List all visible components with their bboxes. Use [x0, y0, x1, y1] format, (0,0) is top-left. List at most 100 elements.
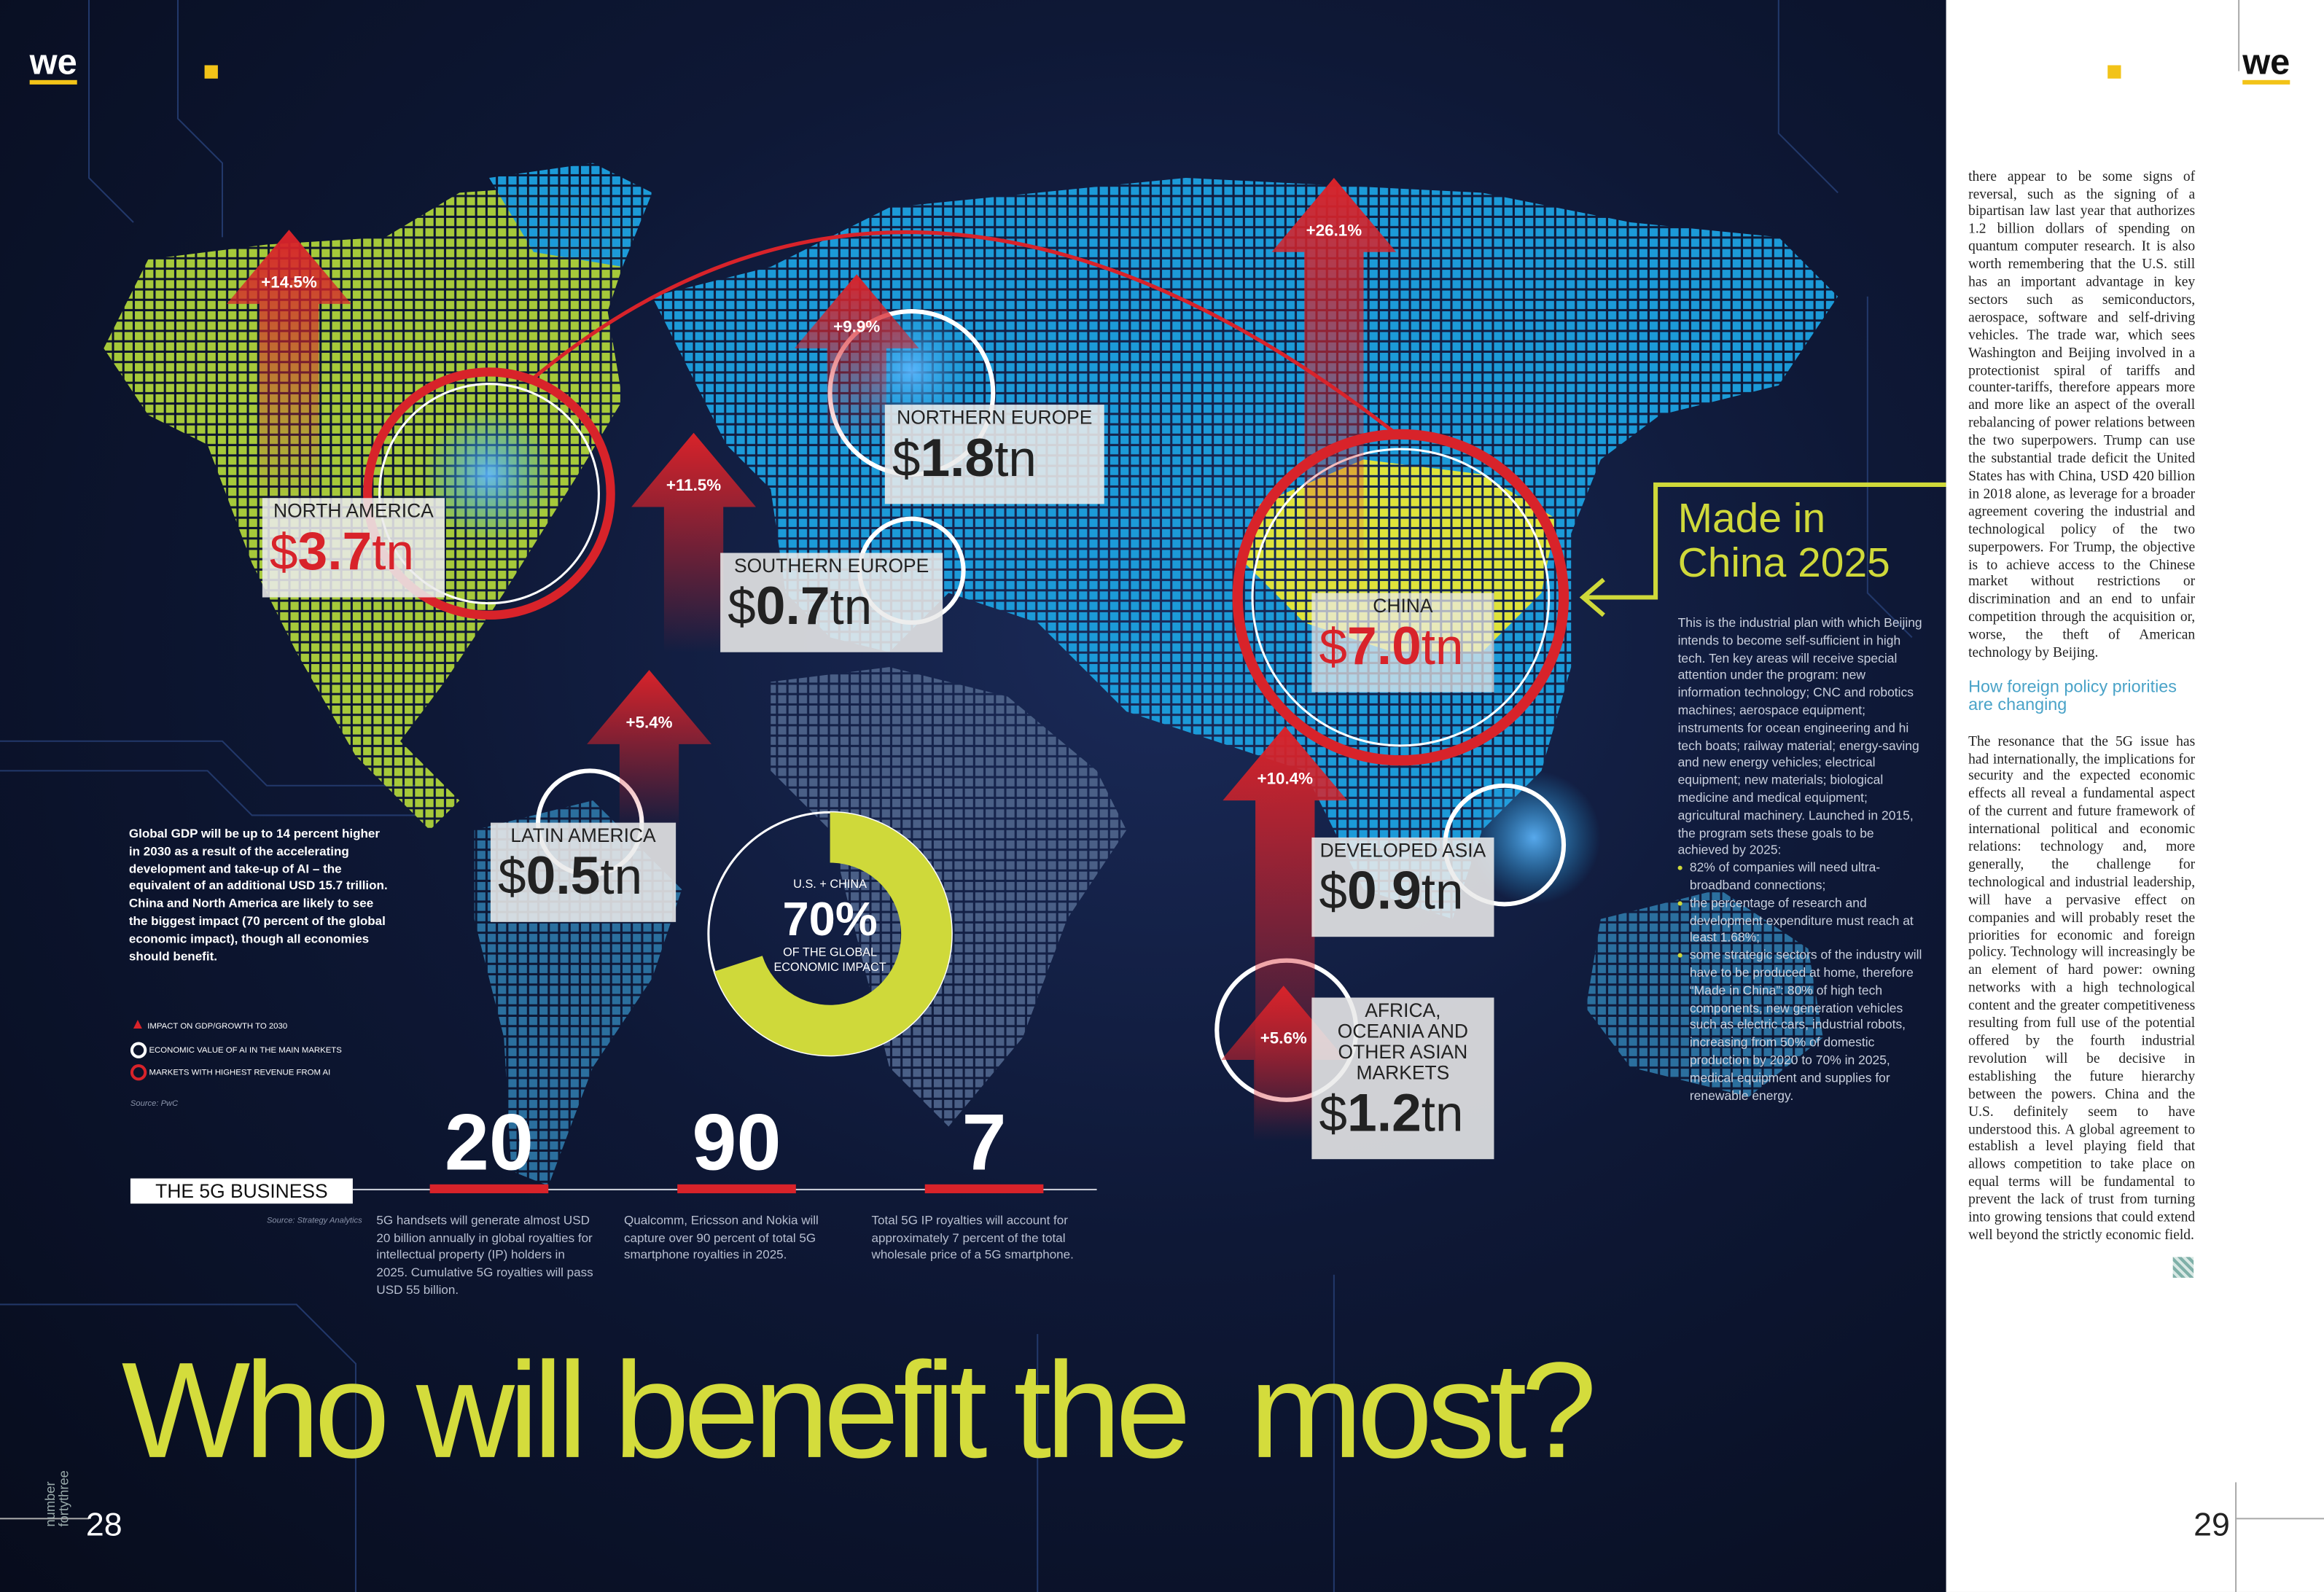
legend-item: ECONOMIC VALUE OF AI IN THE MAIN MARKETS — [130, 1042, 342, 1058]
donut-label: 70% — [782, 892, 878, 946]
growth-arrow — [631, 432, 756, 652]
region-name: NORTH AMERICA — [273, 499, 434, 522]
stat-number: 7 — [962, 1098, 1007, 1187]
stat-bar — [677, 1184, 796, 1193]
header-rule — [2238, 0, 2240, 71]
page-number: 29 — [2194, 1506, 2230, 1543]
region-label: DEVELOPED ASIA $0.9tn — [1311, 837, 1494, 937]
region-label: LATIN AMERICA $0.5tn — [490, 822, 676, 922]
fiveg-source: Source: Strategy Analytics — [266, 1217, 362, 1226]
greenland-dots — [488, 163, 652, 268]
region-value: $0.7tn — [728, 576, 935, 648]
legend-item: ▲ IMPACT ON GDP/GROWTH TO 2030 — [130, 1016, 288, 1034]
sidebar-bullets: 82% of companies will need ultra-broadba… — [1677, 860, 1927, 1105]
growth-arrow — [227, 230, 351, 504]
region-label: NORTHERN EUROPE $1.8tn — [884, 405, 1104, 504]
region-name: SOUTHERN EUROPE — [733, 554, 929, 577]
sidebar-title: Made in China 2025 — [1677, 495, 1890, 586]
growth-label: +11.5% — [666, 477, 722, 496]
growth-label: +9.9% — [833, 319, 881, 337]
source: Source: PwC — [130, 1099, 179, 1109]
sidebar-body: This is the industrial plan with which B… — [1677, 614, 1922, 858]
growth-label: +14.5% — [261, 274, 317, 292]
sidebar-bullet: the percentage of research and developme… — [1677, 895, 1927, 948]
legend-item: MARKETS WITH HIGHEST REVENUE FROM AI — [130, 1064, 331, 1081]
growth-label: +26.1% — [1306, 222, 1362, 241]
circuit-lines — [0, 0, 1913, 1592]
value-unit: tn — [830, 580, 873, 636]
growth-label: +5.4% — [625, 714, 673, 733]
value-unit: tn — [600, 849, 643, 906]
stat-number: 90 — [692, 1098, 781, 1187]
stat-text: Total 5G IP royalties will account for a… — [871, 1212, 1074, 1263]
stat-number: 20 — [444, 1098, 534, 1187]
headline: Who will benefit the most? — [121, 1335, 1597, 1487]
region-name: AFRICA, OCEANIA AND OTHER ASIAN MARKETS — [1337, 999, 1469, 1084]
region-value: $1.2tn — [1319, 1082, 1487, 1155]
footer-rule — [0, 1518, 89, 1520]
connector-arc — [532, 230, 1402, 439]
stat-text: Qualcomm, Ericsson and Nokia will captur… — [623, 1212, 819, 1263]
sidebar-pointer — [1586, 482, 1946, 600]
article-paragraph: there appear to be some signs of reversa… — [1968, 168, 2196, 662]
stat-bar — [924, 1184, 1044, 1193]
growth-arrow — [587, 670, 711, 830]
australia-dots — [1586, 889, 1823, 1097]
value-currency: $ — [1319, 864, 1348, 921]
region-value: $7.0tn — [1319, 614, 1487, 688]
logo: we — [2242, 45, 2290, 85]
sidebar-bullet: some strategic sectors of the industry w… — [1677, 947, 1927, 1105]
fiveg-title: THE 5G BUSINESS — [130, 1178, 353, 1204]
bullet-dot — [1677, 865, 1682, 870]
sidebar-pointer-head — [1579, 577, 1605, 617]
value-unit: tn — [1421, 1086, 1464, 1143]
sidebar-bullet: 82% of companies will need ultra-broadba… — [1677, 860, 1927, 895]
issue: number fortythree — [42, 1470, 71, 1527]
legend-label: MARKETS WITH HIGHEST REVENUE FROM AI — [149, 1069, 331, 1078]
intro-text: Global GDP will be up to 14 percent high… — [128, 825, 388, 963]
donut-bottom: OF THE GLOBAL ECONOMIC IMPACT — [773, 945, 886, 975]
value-unit: tn — [1421, 864, 1464, 921]
region-label: CHINA $7.0tn — [1311, 593, 1494, 692]
value-currency: $ — [892, 431, 921, 488]
end-mark — [2172, 1257, 2194, 1278]
bullet-dot — [1677, 900, 1682, 905]
logo-square — [2107, 65, 2121, 79]
page-number: 28 — [85, 1506, 122, 1543]
legend-label: IMPACT ON GDP/GROWTH TO 2030 — [147, 1023, 288, 1032]
glow — [1467, 770, 1601, 905]
growth-arrow — [1223, 726, 1348, 1127]
region-value: $1.8tn — [892, 426, 1097, 500]
legend-label: ECONOMIC VALUE OF AI IN THE MAIN MARKETS — [149, 1046, 342, 1056]
logo-square — [204, 65, 218, 79]
region-value: $0.9tn — [1319, 859, 1487, 932]
growth-label: +5.6% — [1260, 1030, 1307, 1048]
article-subhead: How foreign policy priorities are changi… — [1968, 679, 2177, 715]
value-amount: 1.2 — [1347, 1082, 1422, 1143]
region-label: SOUTHERN EUROPE $0.7tn — [720, 553, 943, 652]
footer-rule — [2235, 1482, 2237, 1592]
footer-rule — [2235, 1518, 2324, 1520]
value-currency: $ — [1319, 1086, 1348, 1143]
region-value: $0.5tn — [498, 846, 668, 918]
value-amount: 1.8 — [920, 426, 995, 488]
region-label: AFRICA, OCEANIA AND OTHER ASIAN MARKETS $… — [1311, 997, 1494, 1160]
region-name: LATIN AMERICA — [510, 824, 656, 847]
value-unit: tn — [372, 524, 414, 582]
region-label: NORTH AMERICA $3.7tn — [262, 498, 445, 598]
value-amount: 0.9 — [1347, 859, 1422, 921]
value-currency: $ — [728, 580, 756, 636]
bullet-text: some strategic sectors of the industry w… — [1689, 947, 1922, 1102]
value-amount: 7.0 — [1347, 614, 1422, 676]
stat-bar — [429, 1184, 549, 1193]
region-value: $3.7tn — [270, 521, 437, 593]
article-paragraph: The resonance that the 5G issue has had … — [1968, 733, 2196, 1244]
region-name: CHINA — [1373, 594, 1433, 617]
value-unit: tn — [1421, 620, 1464, 676]
region-name: NORTHERN EUROPE — [897, 406, 1093, 429]
right-page — [1946, 0, 2324, 1592]
region-name: DEVELOPED ASIA — [1319, 838, 1486, 862]
donut-top: U.S. + CHINA — [793, 877, 867, 891]
